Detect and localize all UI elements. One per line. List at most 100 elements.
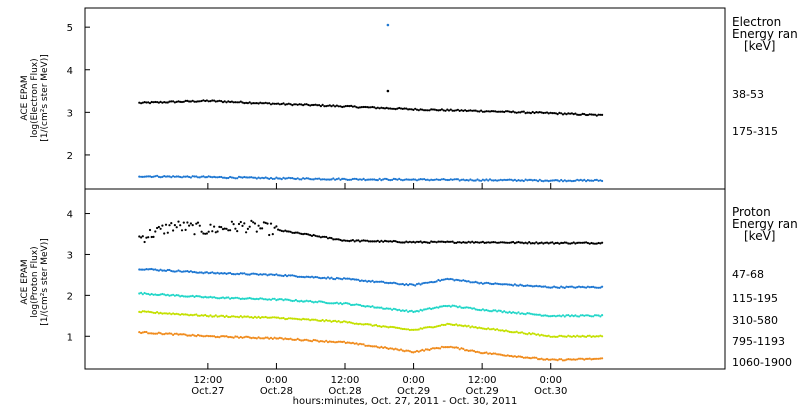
data-point	[485, 351, 488, 354]
data-point	[501, 241, 504, 244]
data-point	[202, 232, 205, 235]
data-point	[300, 318, 303, 321]
data-point	[474, 109, 477, 112]
data-point	[216, 230, 219, 233]
data-point	[360, 343, 363, 346]
data-point	[275, 273, 278, 276]
data-point	[487, 327, 490, 330]
data-point	[428, 307, 431, 310]
data-point	[421, 178, 424, 181]
data-point	[328, 302, 331, 305]
data-point	[179, 313, 182, 316]
data-point	[184, 313, 187, 316]
data-point	[419, 240, 422, 243]
data-point	[280, 274, 283, 277]
data-point	[193, 175, 196, 178]
data-point	[588, 334, 591, 337]
data-point	[392, 348, 395, 351]
data-point	[585, 113, 588, 117]
data-point	[360, 304, 363, 307]
data-point	[266, 274, 269, 277]
data-point	[435, 178, 438, 181]
data-point	[220, 100, 223, 103]
data-point	[318, 276, 321, 279]
data-point	[157, 175, 160, 178]
data-point	[303, 232, 306, 235]
data-point	[257, 273, 260, 276]
data-point	[257, 315, 260, 318]
data-point	[460, 178, 463, 181]
data-point	[558, 242, 561, 245]
data-point	[431, 240, 435, 243]
data-point	[476, 281, 479, 284]
data-point	[375, 306, 378, 309]
data-point	[303, 177, 306, 180]
data-point	[237, 222, 241, 226]
data-point	[378, 107, 381, 110]
data-point	[394, 308, 397, 311]
data-point	[378, 346, 381, 349]
data-point	[229, 315, 232, 319]
data-point	[412, 328, 415, 331]
data-point	[323, 235, 326, 238]
data-point	[426, 178, 429, 181]
data-point	[173, 224, 176, 227]
data-point	[391, 308, 394, 311]
data-point	[245, 297, 248, 300]
data-point	[221, 101, 225, 104]
data-point	[574, 242, 577, 245]
data-point	[243, 222, 246, 225]
data-point	[328, 178, 331, 181]
data-point	[266, 336, 269, 339]
data-point	[188, 295, 191, 298]
data-point	[287, 338, 290, 341]
data-point	[360, 323, 363, 326]
data-point	[179, 224, 182, 227]
data-point	[517, 355, 520, 358]
data-point	[211, 335, 214, 338]
data-point	[528, 241, 531, 244]
data-point	[371, 305, 374, 308]
data-point	[294, 231, 297, 234]
data-point	[335, 341, 338, 344]
data-point	[147, 101, 150, 104]
data-point	[531, 285, 534, 288]
data-point	[196, 333, 200, 337]
data-point	[520, 312, 524, 315]
data-point	[392, 107, 395, 110]
data-point	[140, 331, 143, 335]
data-point	[318, 300, 321, 303]
data-point	[143, 330, 146, 334]
data-point	[513, 283, 517, 286]
data-point	[367, 279, 370, 283]
data-point	[293, 317, 296, 320]
data-point	[232, 101, 235, 104]
data-point	[428, 179, 431, 182]
data-point	[337, 320, 340, 323]
data-point	[200, 334, 203, 337]
y-tick-label: 3	[67, 108, 73, 119]
data-point	[456, 108, 459, 111]
data-point	[378, 177, 381, 180]
data-point	[195, 294, 198, 298]
data-point	[291, 317, 294, 320]
data-point	[553, 285, 556, 288]
data-point	[442, 346, 445, 349]
data-point	[592, 179, 595, 182]
data-point	[506, 283, 509, 286]
data-point	[570, 242, 574, 245]
data-point	[234, 177, 237, 180]
data-point	[277, 337, 280, 340]
data-point	[526, 111, 529, 114]
data-point	[488, 241, 492, 244]
data-point	[353, 303, 356, 306]
data-point	[449, 323, 452, 326]
data-point	[191, 175, 194, 178]
data-point	[394, 108, 397, 111]
data-point	[449, 178, 452, 181]
data-point	[209, 223, 212, 226]
data-point	[453, 109, 456, 112]
data-point	[412, 108, 415, 111]
data-point	[225, 296, 228, 299]
data-point	[202, 175, 205, 178]
